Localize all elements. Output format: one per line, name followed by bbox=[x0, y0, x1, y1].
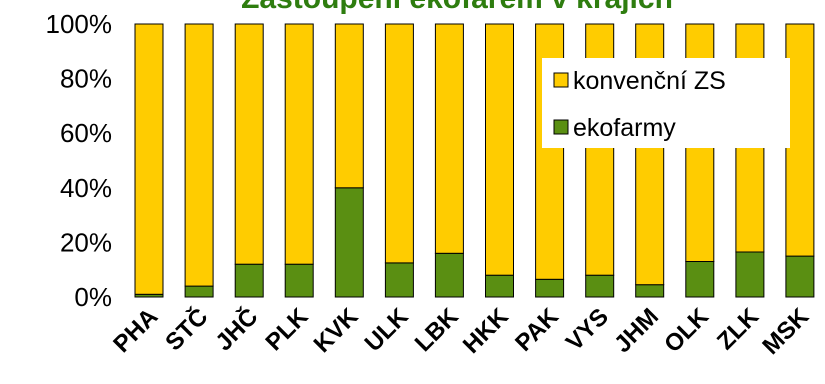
bar-segment-ekofarmy bbox=[735, 251, 765, 298]
bar-segment-konvencni bbox=[434, 23, 464, 254]
x-tick-label: JHM bbox=[609, 303, 664, 358]
legend-swatch-konvencni bbox=[553, 72, 569, 88]
bar-segment-konvencni bbox=[184, 23, 214, 287]
x-tick-label: VYS bbox=[561, 303, 614, 356]
y-axis: 0% 20% 40% 60% 80% 100% bbox=[46, 9, 113, 312]
y-tick-label: 100% bbox=[46, 9, 113, 39]
x-tick-label: STČ bbox=[160, 302, 214, 356]
bar-segment-ekofarmy bbox=[234, 263, 264, 298]
bar-segment-ekofarmy bbox=[434, 252, 464, 298]
bar-segment-konvencni bbox=[384, 23, 414, 264]
bar-segment-konvencni bbox=[785, 23, 815, 257]
x-tick-label: OLK bbox=[659, 303, 714, 358]
x-tick-label: PHA bbox=[108, 303, 163, 358]
y-tick-label: 40% bbox=[60, 173, 112, 203]
legend-swatch-ekofarmy bbox=[553, 119, 569, 135]
bar-segment-konvencni bbox=[134, 23, 164, 295]
x-tick-label: LBK bbox=[410, 303, 464, 357]
bar-segment-konvencni bbox=[234, 23, 264, 265]
x-tick-label: ZLK bbox=[712, 303, 765, 356]
bar-segment-ekofarmy bbox=[535, 278, 565, 298]
legend-label-konvencni: konvenční ZS bbox=[573, 67, 726, 95]
chart-title: Zastoupení ekofarem v krajích bbox=[241, 0, 673, 15]
x-tick-label: PAK bbox=[510, 303, 564, 357]
bar-segment-konvencni bbox=[284, 23, 314, 265]
bar-segment-konvencni bbox=[334, 23, 364, 189]
legend: konvenční ZS ekofarmy bbox=[542, 58, 790, 148]
bar-segment-ekofarmy bbox=[585, 274, 615, 298]
y-tick-label: 80% bbox=[60, 64, 112, 94]
x-tick-label: HKK bbox=[458, 303, 514, 359]
x-axis-labels: PHASTČJHČPLKKVKULKLBKHKKPAKVYSJHMOLKZLKM… bbox=[108, 302, 814, 360]
x-tick-label: ULK bbox=[360, 303, 414, 357]
x-tick-label: KVK bbox=[309, 303, 364, 358]
bar-segment-konvencni bbox=[485, 23, 514, 276]
bar-segment-ekofarmy bbox=[284, 263, 314, 298]
y-tick-label: 0% bbox=[74, 282, 112, 312]
x-tick-label: PLK bbox=[261, 303, 315, 357]
bars bbox=[134, 23, 815, 298]
bar-segment-ekofarmy bbox=[485, 274, 514, 298]
bar-segment-ekofarmy bbox=[635, 284, 665, 298]
legend-label-ekofarmy: ekofarmy bbox=[573, 114, 676, 142]
y-tick-label: 20% bbox=[60, 227, 112, 257]
x-tick-label: MSK bbox=[757, 303, 814, 360]
x-tick-label: JHČ bbox=[210, 302, 264, 356]
bar-segment-ekofarmy bbox=[184, 285, 214, 298]
bar-segment-ekofarmy bbox=[785, 255, 815, 298]
legend-box bbox=[542, 58, 790, 148]
bar-segment-ekofarmy bbox=[384, 262, 414, 298]
bar-segment-ekofarmy bbox=[334, 187, 364, 298]
y-tick-label: 60% bbox=[60, 118, 112, 148]
bar-segment-ekofarmy bbox=[685, 261, 715, 298]
